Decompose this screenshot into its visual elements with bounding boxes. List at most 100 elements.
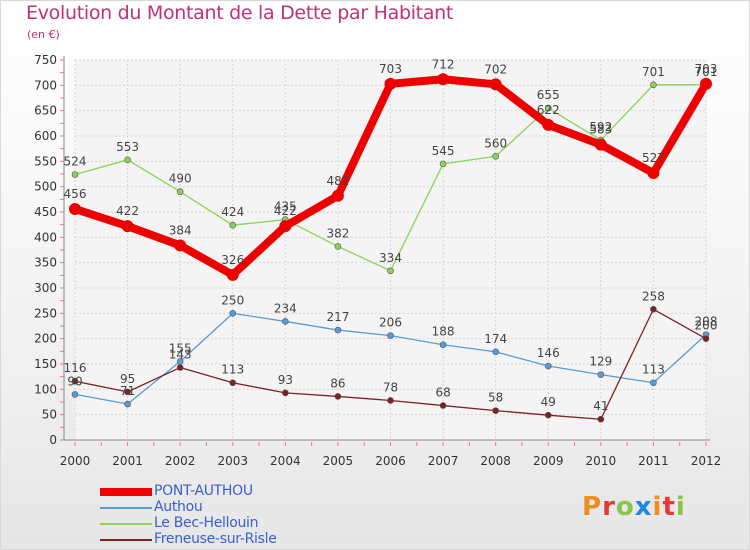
data-label: 456	[64, 187, 87, 201]
y-tick-label: 150	[34, 357, 57, 371]
data-label: 95	[120, 372, 135, 386]
data-label: 174	[484, 332, 507, 346]
data-point	[439, 402, 447, 409]
data-point	[544, 411, 552, 419]
data-label: 58	[488, 391, 503, 405]
y-tick-label: 100	[34, 382, 57, 396]
data-point	[439, 160, 447, 168]
x-tick-label: 2008	[480, 454, 511, 468]
data-label: 206	[379, 316, 402, 330]
data-label: 703	[379, 62, 402, 76]
data-label: 116	[64, 361, 87, 375]
data-point	[647, 166, 660, 179]
data-label: 326	[221, 253, 244, 267]
data-point	[279, 220, 292, 233]
data-label: 702	[484, 62, 507, 76]
data-point	[121, 220, 134, 233]
logo-letter: P	[582, 492, 603, 522]
y-tick-label: 450	[34, 205, 57, 219]
data-label: 90	[67, 374, 82, 388]
data-point	[544, 362, 552, 370]
x-tick-label: 2001	[112, 454, 143, 468]
data-point	[597, 415, 605, 423]
logo-letter: i	[675, 492, 686, 522]
y-tick-label: 500	[34, 180, 57, 194]
data-point	[439, 341, 447, 349]
data-label: 86	[330, 376, 345, 390]
data-point	[700, 77, 712, 90]
legend-label: Authou	[154, 499, 203, 515]
data-label: 560	[484, 136, 507, 150]
data-point	[594, 138, 607, 151]
data-label: 545	[432, 144, 455, 158]
y-tick-label: 400	[34, 230, 57, 244]
data-point	[334, 393, 342, 400]
data-label: 146	[537, 346, 560, 360]
data-label: 258	[642, 289, 665, 303]
data-label: 250	[221, 293, 244, 307]
data-label: 71	[120, 384, 135, 398]
data-label: 655	[537, 88, 560, 102]
x-tick-label: 2000	[60, 454, 91, 468]
data-label: 384	[169, 223, 192, 237]
y-tick-label: 50	[42, 408, 57, 422]
legend-swatch	[100, 523, 152, 525]
data-point	[124, 388, 131, 396]
y-tick-label: 0	[49, 433, 57, 447]
x-tick-label: 2007	[428, 454, 459, 468]
data-point	[69, 202, 81, 215]
data-label: 701	[695, 65, 718, 79]
data-point	[702, 335, 710, 342]
data-point	[650, 379, 657, 387]
data-point	[174, 239, 187, 252]
data-point	[334, 326, 342, 334]
data-point	[176, 364, 184, 371]
x-tick-label: 2012	[691, 454, 722, 468]
data-point	[282, 318, 289, 325]
data-label: 217	[326, 310, 349, 324]
legend-label: Freneuse-sur-Risle	[154, 531, 277, 547]
data-label: 622	[537, 103, 560, 117]
data-label: 334	[379, 251, 402, 265]
data-point	[229, 221, 237, 229]
data-point	[492, 152, 499, 160]
data-point	[650, 81, 657, 89]
data-label: 553	[116, 140, 139, 154]
data-point	[489, 78, 502, 91]
data-label: 527	[642, 151, 665, 165]
x-tick-label: 2006	[375, 454, 406, 468]
data-label: 524	[64, 155, 87, 169]
data-point	[542, 118, 555, 131]
proxiti-logo: Proxiti	[582, 492, 686, 522]
logo-letter: t	[662, 492, 676, 522]
data-point	[282, 389, 289, 397]
legend-swatch	[100, 507, 152, 509]
data-label: 422	[116, 204, 139, 218]
data-point	[334, 243, 342, 250]
data-label: 68	[435, 386, 450, 400]
data-label: 382	[326, 226, 349, 240]
data-point	[387, 332, 394, 339]
data-label: 482	[326, 174, 349, 188]
data-point	[176, 188, 184, 196]
data-label: 424	[221, 205, 244, 219]
x-tick-label: 2009	[533, 454, 564, 468]
data-label: 113	[221, 363, 244, 377]
data-point	[650, 305, 657, 313]
data-label: 592	[589, 120, 612, 134]
chart-title: Evolution du Montant de la Dette par Hab…	[26, 2, 454, 24]
x-tick-label: 2002	[165, 454, 196, 468]
data-label: 490	[169, 172, 192, 186]
data-label: 583	[589, 123, 612, 137]
y-tick-label: 700	[34, 78, 57, 92]
data-label: 78	[383, 380, 398, 394]
logo-letter: o	[615, 492, 635, 522]
x-tick-label: 2004	[270, 454, 301, 468]
x-tick-label: 2005	[323, 454, 354, 468]
data-label: 155	[169, 341, 192, 355]
legend-swatch	[100, 488, 152, 496]
data-label: 113	[642, 363, 665, 377]
legend-swatch	[100, 539, 152, 541]
x-tick-label: 2011	[638, 454, 669, 468]
y-tick-label: 350	[34, 256, 57, 270]
